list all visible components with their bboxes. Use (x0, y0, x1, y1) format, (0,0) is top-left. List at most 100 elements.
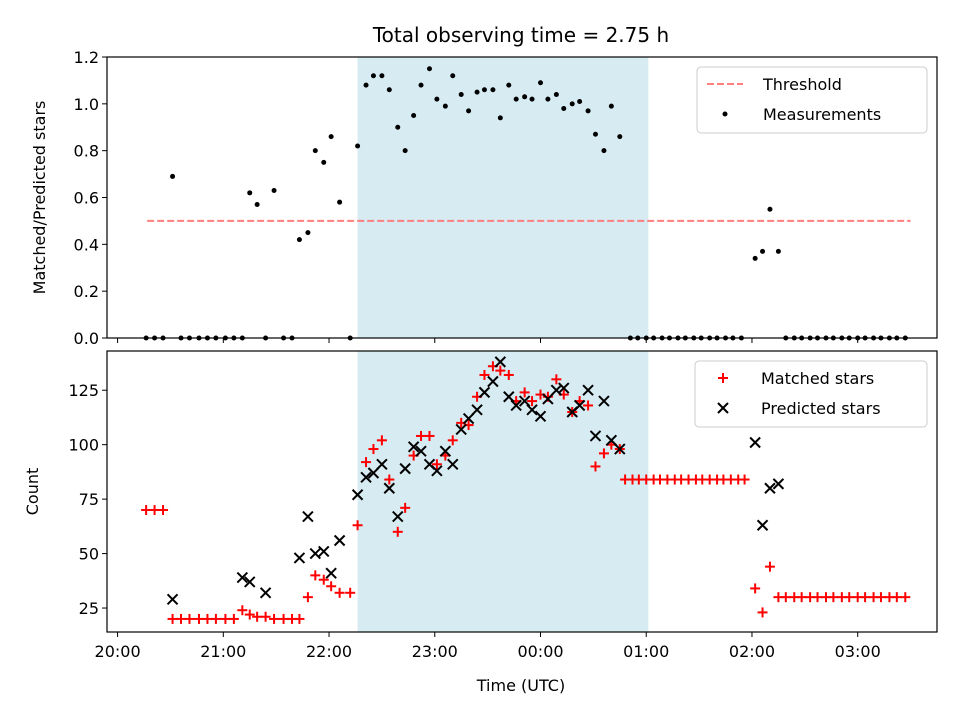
measurement-point (474, 89, 480, 95)
matched-star-point (384, 474, 395, 485)
measurement-point (490, 87, 496, 93)
measurement-point (337, 199, 343, 205)
matched-star-point (220, 613, 231, 624)
matched-star-point (244, 609, 255, 620)
top-panel: 0.0 0.2 0.4 0.6 0.8 1.0 1.2 Matched/Predicted s… (30, 48, 938, 348)
x-tick-label: 21:00 (200, 642, 246, 661)
predicted-star-point (510, 399, 522, 412)
measurement-point (271, 187, 277, 193)
matched-star-point (334, 587, 345, 598)
measurement-point (466, 108, 472, 114)
y-tick-label: 125 (68, 381, 99, 400)
measurement-point (170, 173, 176, 179)
matched-star-point (416, 430, 427, 441)
predicted-star-point (383, 482, 396, 494)
measurement-point (617, 134, 623, 140)
matched-star-point (828, 592, 839, 603)
matched-star-point (503, 369, 514, 380)
measurement-point (585, 108, 591, 114)
predicted-star-point (462, 412, 475, 425)
matched-star-point (193, 613, 204, 624)
measurement-point (370, 73, 376, 79)
measurement-point (395, 124, 401, 130)
predicted-star-point (309, 547, 322, 560)
legend-box (694, 360, 928, 428)
matched-star-point (294, 613, 305, 624)
legend: Matched stars Predicted stars (694, 360, 928, 428)
x-tick-label: 01:00 (623, 642, 669, 661)
measurement-point (529, 96, 535, 102)
measurement-point (775, 248, 781, 254)
matched-star-point (141, 505, 152, 516)
measurement-point (513, 96, 519, 102)
y-tick-label: 1.0 (74, 95, 99, 114)
predicted-star-point (360, 471, 372, 484)
predicted-star-point (605, 434, 618, 447)
predicted-star-point (589, 430, 602, 442)
measurement-point (497, 115, 503, 121)
measurement-point (418, 82, 424, 88)
predicted-star-point (431, 465, 443, 477)
measurement-point (458, 91, 464, 97)
predicted-star-point (534, 410, 547, 423)
predicted-star-point (293, 552, 306, 564)
measurement-point (553, 91, 559, 97)
predicted-star-point (526, 404, 538, 416)
legend-measurements-swatch (722, 111, 728, 117)
predicted-star-point (494, 356, 507, 368)
y-tick-label: 0.4 (74, 235, 99, 254)
measurement-point (506, 82, 512, 88)
predicted-star-point (244, 576, 256, 588)
predicted-star-point (236, 571, 249, 584)
matched-star-point (167, 613, 178, 624)
predicted-star-point (582, 384, 594, 396)
measurement-point (450, 73, 456, 79)
measurement-point (545, 96, 551, 102)
y-axis-label: Count (23, 468, 42, 516)
predicted-star-point (749, 436, 761, 449)
matched-star-point (812, 592, 823, 603)
legend: Threshold Measurements (696, 66, 928, 134)
measurement-point (538, 80, 544, 86)
matched-star-point (424, 430, 435, 441)
predicted-star-point (447, 458, 459, 470)
matched-star-point (590, 461, 601, 472)
y-tick-label: 75 (79, 490, 99, 509)
matched-star-point (210, 613, 221, 624)
predicted-star-point (772, 478, 785, 490)
matched-star-point (310, 570, 321, 581)
legend-matched-swatch (718, 373, 728, 383)
y-tick-label: 50 (79, 545, 99, 564)
predicted-star-point (471, 404, 483, 416)
predicted-star-point (455, 423, 467, 436)
predicted-star-point (399, 462, 411, 475)
matched-star-point (176, 613, 187, 624)
measurement-point (592, 131, 598, 137)
series-predicted-stars (166, 356, 785, 606)
legend-label: Threshold (762, 75, 842, 94)
measurement-point (601, 148, 607, 154)
matched-star-point (278, 613, 289, 624)
measurement-point (363, 82, 369, 88)
matched-star-point (844, 592, 855, 603)
measurement-point (577, 98, 583, 104)
predicted-star-point (259, 587, 272, 599)
measurement-point (296, 237, 302, 243)
y-axis-label: Matched/Predicted stars (30, 101, 49, 295)
y-tick-label: 0.6 (74, 189, 99, 208)
measurement-point (305, 230, 311, 236)
predicted-star-point (439, 445, 452, 457)
predicted-star-point (302, 510, 314, 523)
predicted-star-point (392, 510, 404, 523)
predicted-star-point (756, 519, 769, 531)
measurement-point (434, 96, 440, 102)
predicted-star-point (376, 458, 388, 470)
predicted-star-point (333, 534, 346, 547)
measurement-point (767, 206, 773, 212)
measurement-point (752, 255, 758, 261)
measurement-point (411, 113, 417, 119)
measurement-point (608, 103, 614, 109)
matched-star-point (527, 396, 538, 407)
matched-star-point (228, 613, 239, 624)
x-tick-label: 02:00 (729, 642, 775, 661)
